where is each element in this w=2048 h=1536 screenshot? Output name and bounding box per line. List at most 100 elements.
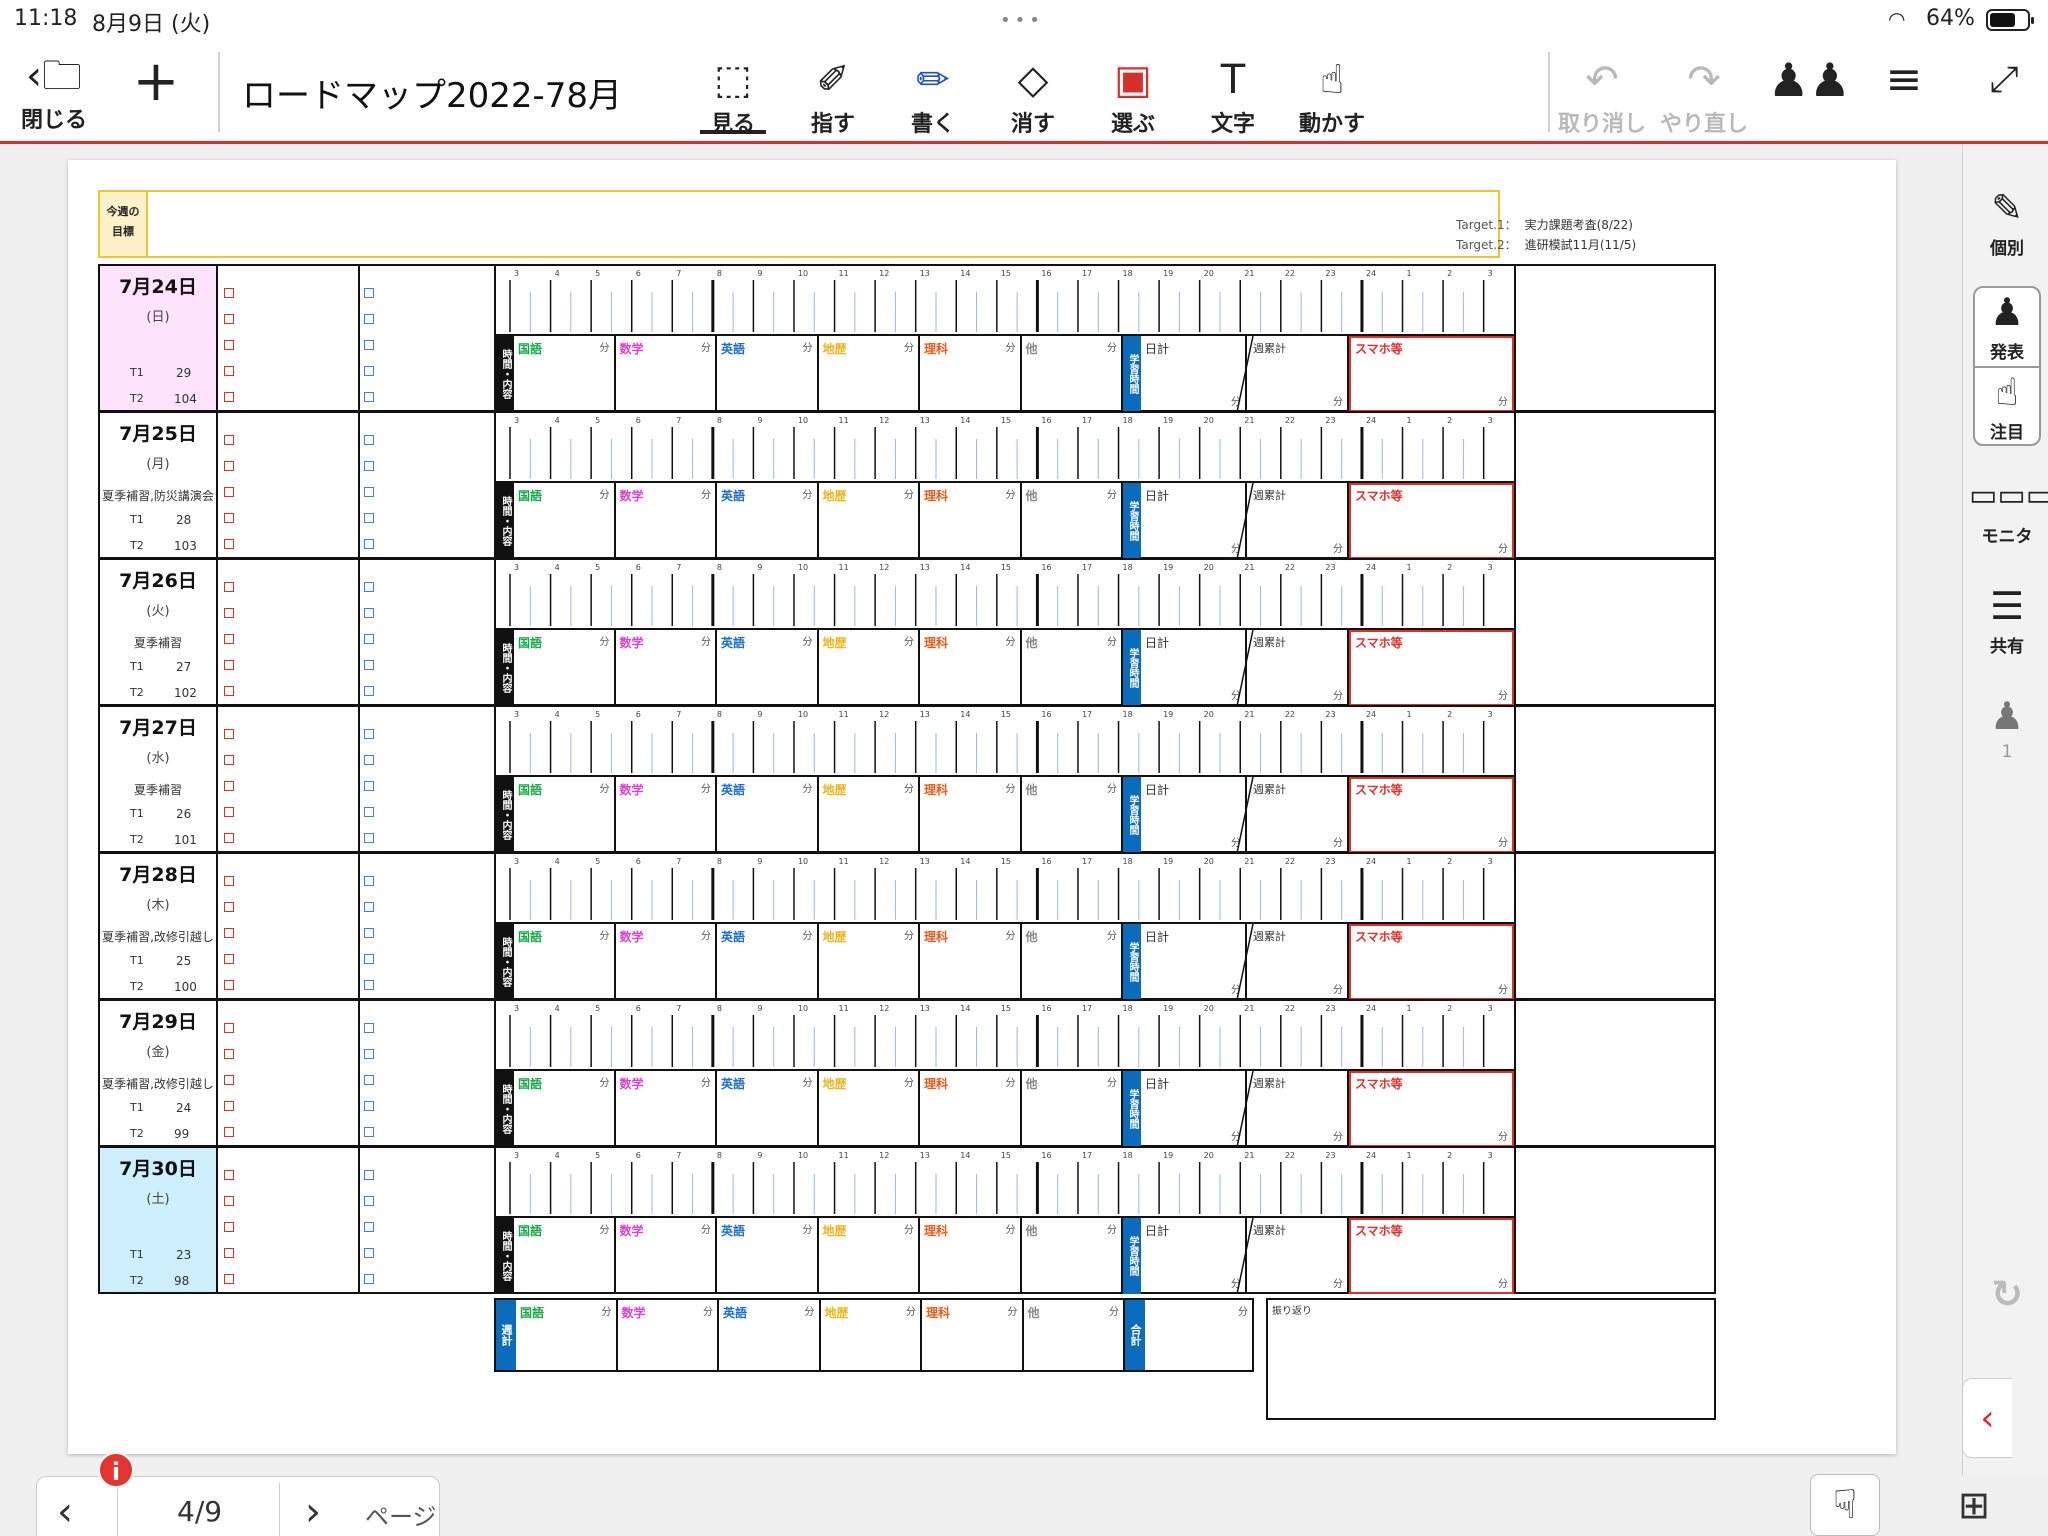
task-checkbox[interactable] [364,487,374,497]
task-checkbox[interactable] [224,435,234,445]
smartphone-time-cell[interactable]: スマホ等分 [1349,336,1514,412]
week-subject-cell[interactable]: 国語 分 [516,1300,618,1370]
mode-button-6[interactable]: ☝ 動かす [1290,54,1374,138]
task-checkbox[interactable] [224,1023,234,1033]
mode-button-4[interactable]: ▣ 選ぶ [1100,54,1166,138]
subject-cell[interactable]: 他分 [1022,777,1123,853]
task-checkbox[interactable] [364,1196,374,1206]
task-checkbox[interactable] [224,608,234,618]
task-checkbox[interactable] [224,288,234,298]
task-checkbox[interactable] [364,582,374,592]
task-checkbox[interactable] [224,902,234,912]
subject-cell[interactable]: 理科 分 [920,483,1022,559]
sidebar-item-individual[interactable]: ✎ 個別 [1969,182,2045,259]
users-button[interactable]: ♟♟ [1768,54,1850,106]
task-checkbox[interactable] [364,539,374,549]
reflection-box[interactable]: 振り返り [1266,1298,1716,1420]
day-total-cell[interactable]: 日計分 [1141,777,1247,853]
hour-timeline[interactable]: 3 4 5 6 7 8 9 10 11 12 13 14 15 16 17 18 19 20 21 22 23 24 1 2 3… [496,266,1514,412]
subject-cell[interactable]: 国語 分 [514,777,616,853]
week-cumulative-cell[interactable]: 週累計分 [1236,777,1349,853]
subject-cell[interactable]: 理科 分 [920,336,1022,412]
task-checkbox[interactable] [224,954,234,964]
subject-cell[interactable]: 他分 [1022,483,1123,559]
subject-cell[interactable]: 他分 [1022,336,1123,412]
day-total-cell[interactable]: 日計分 [1141,1218,1247,1294]
hour-timeline[interactable]: 3 4 5 6 7 8 9 10 11 12 13 14 15 16 17 18 19 20 21 22 23 24 1 2 3… [496,854,1514,1000]
task-checkbox[interactable] [224,755,234,765]
subject-cell[interactable]: 他分 [1022,1071,1123,1147]
document-title[interactable]: ロードマップ2022-78月 [242,76,623,116]
task-checkbox[interactable] [224,487,234,497]
task-checkbox[interactable] [364,1170,374,1180]
smartphone-time-cell[interactable]: スマホ等分 [1349,924,1514,1000]
week-cumulative-cell[interactable]: 週累計分 [1236,1218,1349,1294]
prev-page-button[interactable]: ‹ [57,1489,73,1535]
task-checkbox[interactable] [224,833,234,843]
week-subject-cell[interactable]: 英語 分 [719,1300,821,1370]
subject-cell[interactable]: 地歴 分 [819,1218,920,1294]
task-checkbox[interactable] [224,340,234,350]
mode-button-0[interactable]: ⬚ 見る [700,54,766,138]
week-subject-cell[interactable]: 理科 分 [922,1300,1024,1370]
subject-cell[interactable]: 数学 分 [616,777,717,853]
sidebar-collapse-tab[interactable]: ‹ [1962,1378,2012,1458]
day-total-cell[interactable]: 日計分 [1141,483,1247,559]
hour-timeline[interactable]: 3 4 5 6 7 8 9 10 11 12 13 14 15 16 17 18 19 20 21 22 23 24 1 2 3… [496,413,1514,559]
subject-cell[interactable]: 英語 分 [717,336,819,412]
close-button[interactable]: ‹🗀 閉じる [14,50,94,134]
subject-cell[interactable]: 他分 [1022,1218,1123,1294]
page-number[interactable]: 4/9 [177,1495,223,1528]
task-checkbox[interactable] [364,1023,374,1033]
task-checkbox[interactable] [224,1127,234,1137]
subject-cell[interactable]: 理科 分 [920,1071,1022,1147]
task-checkbox[interactable] [364,876,374,886]
task-checkbox[interactable] [364,608,374,618]
task-checkbox[interactable] [224,461,234,471]
mode-button-2[interactable]: ✏ 書く [900,54,966,138]
task-checkbox[interactable] [364,314,374,324]
subject-cell[interactable]: 理科 分 [920,924,1022,1000]
task-checkbox[interactable] [364,1248,374,1258]
subject-cell[interactable]: 数学 分 [616,630,717,706]
task-checkbox[interactable] [224,729,234,739]
subject-cell[interactable]: 国語 分 [514,924,616,1000]
task-checkbox[interactable] [364,1049,374,1059]
subject-cell[interactable]: 国語 分 [514,1071,616,1147]
task-checkbox[interactable] [224,314,234,324]
subject-cell[interactable]: 地歴 分 [819,777,920,853]
smartphone-time-cell[interactable]: スマホ等分 [1349,1218,1514,1294]
subject-cell[interactable]: 国語 分 [514,336,616,412]
task-checkbox[interactable] [364,340,374,350]
task-checkbox[interactable] [224,1274,234,1284]
subject-cell[interactable]: 国語 分 [514,630,616,706]
task-checkbox[interactable] [224,807,234,817]
subject-cell[interactable]: 地歴 分 [819,483,920,559]
task-checkbox[interactable] [364,807,374,817]
hand-tool-button[interactable]: ☟ [1810,1474,1880,1536]
task-checkbox[interactable] [364,461,374,471]
subject-cell[interactable]: 英語 分 [717,924,819,1000]
smartphone-time-cell[interactable]: スマホ等分 [1349,630,1514,706]
subject-cell[interactable]: 地歴 分 [819,1071,920,1147]
task-checkbox[interactable] [224,634,234,644]
task-checkbox[interactable] [224,1101,234,1111]
task-checkbox[interactable] [224,980,234,990]
hour-timeline[interactable]: 3 4 5 6 7 8 9 10 11 12 13 14 15 16 17 18 19 20 21 22 23 24 1 2 3… [496,560,1514,706]
week-cumulative-cell[interactable]: 週累計分 [1236,924,1349,1000]
week-subject-cell[interactable]: 数学 分 [618,1300,719,1370]
task-checkbox[interactable] [224,392,234,402]
subject-cell[interactable]: 数学 分 [616,1218,717,1294]
smartphone-time-cell[interactable]: スマホ等分 [1349,483,1514,559]
task-checkbox[interactable] [364,660,374,670]
subject-cell[interactable]: 数学 分 [616,483,717,559]
week-cumulative-cell[interactable]: 週累計分 [1236,630,1349,706]
task-checkbox[interactable] [224,1170,234,1180]
subject-cell[interactable]: 地歴 分 [819,630,920,706]
sidebar-item-share[interactable]: ☰ 共有 [1969,580,2045,657]
add-frame-button[interactable]: ⊞ [1944,1480,2004,1530]
day-total-cell[interactable]: 日計分 [1141,630,1247,706]
task-checkbox[interactable] [224,1222,234,1232]
subject-cell[interactable]: 他分 [1022,924,1123,1000]
task-checkbox[interactable] [364,686,374,696]
